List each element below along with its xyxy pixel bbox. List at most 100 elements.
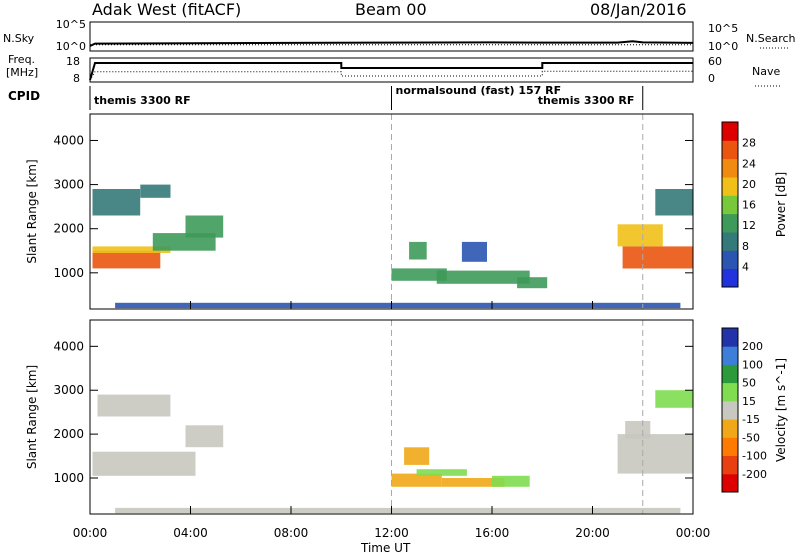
colorbar-tick-label: 16 [742, 199, 756, 212]
scatter-region [655, 189, 693, 216]
y-tick-label: 1000 [53, 266, 84, 280]
colorbar-frame [721, 121, 739, 288]
colorbar-title: Velocity [m s^-1] [774, 358, 788, 462]
freq-tick-top: 18 [66, 55, 80, 68]
colorbar-cell [722, 455, 738, 475]
scatter-region [97, 394, 171, 417]
colorbar-cell [722, 473, 738, 493]
scatter-region [115, 507, 681, 514]
colorbar-tick-label: -100 [742, 450, 767, 463]
freq-strip-frame [89, 57, 694, 83]
scatter-region [92, 246, 171, 253]
series-n-sky [89, 40, 694, 47]
cpid-segment-label: normalsound (fast) 157 RF [396, 84, 562, 97]
scatter-region [441, 478, 505, 487]
scatter-region [185, 215, 224, 238]
colorbar-tick-label: 50 [742, 377, 756, 390]
colorbar-tick-label: 15 [742, 395, 756, 408]
colorbar-cell [722, 213, 738, 233]
colorbar-cell [722, 158, 738, 178]
x-tick-label: 12:00 [374, 526, 409, 540]
x-tick-label: 08:00 [274, 526, 309, 540]
scatter-region [622, 246, 693, 269]
y-tick-label: 3000 [53, 383, 84, 397]
colorbar-tick-label: 200 [742, 340, 763, 353]
nsky-tick-bottom-left: 10^0 [56, 40, 86, 53]
date-title: 08/Jan/2016 [590, 0, 687, 19]
cpid-label: CPID [8, 89, 40, 103]
y-tick-label: 2000 [53, 427, 84, 441]
beam-title: Beam 00 [355, 0, 427, 19]
colorbar-cell [722, 268, 738, 288]
nave-tick-bottom: 0 [708, 72, 715, 85]
scatter-region [492, 475, 530, 487]
scatter-region [655, 390, 693, 408]
colorbar-cell [722, 364, 738, 384]
x-axis-title: Time UT [360, 541, 411, 554]
scatter-region [92, 451, 196, 476]
x-tick-label: 00:00 [676, 526, 711, 540]
colorbar-cell [722, 122, 738, 141]
scatter-region [461, 241, 487, 262]
scatter-region [404, 447, 430, 465]
colorbar-tick-label: 28 [742, 137, 756, 150]
y-tick-label: 1000 [53, 471, 84, 485]
cpid-segment-label: themis 3300 RF [94, 94, 191, 107]
colorbar-tick-label: 12 [742, 219, 756, 232]
scatter-region [617, 434, 693, 474]
nsky-tick-top-left: 10^5 [56, 18, 86, 31]
freq-label-line1: Freq. [8, 53, 35, 66]
station-title: Adak West (fitACF) [92, 0, 241, 19]
y-tick-label: 4000 [53, 133, 84, 147]
scatter-region [517, 277, 548, 289]
colorbar-cell [722, 195, 738, 215]
nsearch-label: N.Search [746, 32, 796, 45]
colorbar-cell [722, 232, 738, 251]
series-freq-mhz- [89, 62, 693, 81]
colorbar-title: Power [dB] [774, 172, 788, 237]
scatter-region [391, 268, 447, 281]
scatter-region [617, 224, 663, 247]
y-tick-label: 2000 [53, 222, 84, 236]
colorbar-cell [722, 437, 738, 456]
colorbar-tick-label: -15 [742, 413, 760, 426]
colorbar-tick-label: -50 [742, 431, 760, 444]
nave-label: Nave [752, 65, 780, 78]
colorbar-tick-label: 20 [742, 178, 756, 191]
scatter-region [416, 469, 467, 476]
nsky-strip-frame [89, 21, 694, 52]
colorbar-tick-label: 8 [742, 240, 749, 253]
colorbar-frame [721, 327, 739, 493]
x-tick-label: 16:00 [475, 526, 510, 540]
y-tick-label: 4000 [53, 339, 84, 353]
scatter-region [140, 184, 171, 198]
nsky-tick-bottom-right: 10^0 [708, 40, 738, 53]
colorbar-tick-label: 100 [742, 358, 763, 371]
colorbar-tick-label: 24 [742, 157, 756, 170]
series-nave [89, 70, 693, 81]
colorbar-cell [722, 382, 738, 402]
nsky-label: N.Sky [3, 32, 35, 45]
freq-label-line2: [MHz] [6, 66, 38, 79]
y-axis-title: Slant Range [km] [25, 365, 39, 469]
colorbar-cell [722, 328, 738, 347]
scatter-region [92, 250, 161, 269]
colorbar-cell [722, 419, 738, 438]
scatter-region [92, 189, 141, 216]
x-tick-label: 00:00 [73, 526, 108, 540]
colorbar-cell [722, 140, 738, 160]
freq-tick-bottom: 8 [73, 72, 80, 85]
colorbar-tick-label: 4 [742, 260, 749, 273]
y-axis-title: Slant Range [km] [25, 159, 39, 263]
colorbar-cell [722, 346, 738, 365]
colorbar-cell [722, 250, 738, 270]
colorbar-cell [722, 400, 738, 420]
cpid-segment-label: themis 3300 RF [538, 94, 635, 107]
colorbar-tick-label: -200 [742, 468, 767, 481]
x-tick-label: 20:00 [575, 526, 610, 540]
y-tick-label: 3000 [53, 178, 84, 192]
nave-tick-top: 60 [708, 55, 722, 68]
colorbar-cell [722, 177, 738, 196]
nsky-tick-top-right: 10^5 [708, 22, 738, 35]
